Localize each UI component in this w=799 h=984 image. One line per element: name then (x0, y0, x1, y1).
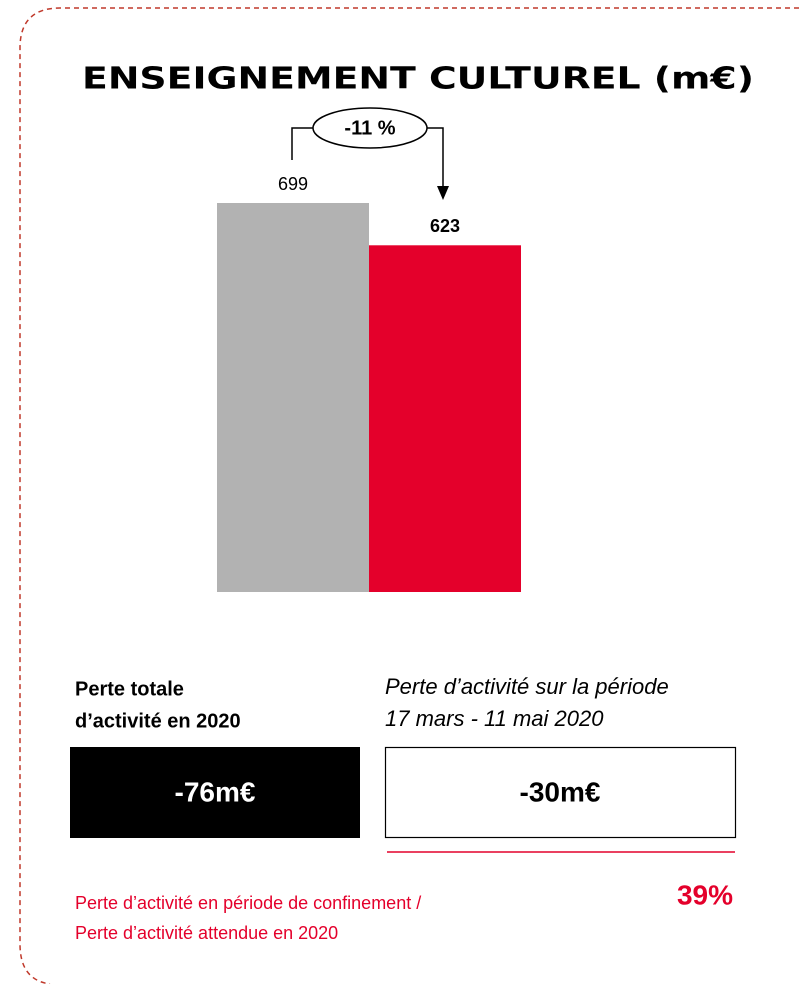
bar (217, 203, 369, 592)
total-value: -76m€ (175, 776, 256, 807)
plot: 699 623 (217, 174, 521, 592)
period-label: Perte d’activité sur la période (385, 674, 669, 699)
period-value: -30m€ (520, 776, 601, 807)
ratio-label: Perte d’activité en période de confineme… (75, 893, 421, 913)
ratio-label: Perte d’activité attendue en 2020 (75, 923, 338, 943)
period-label: 17 mars - 11 mai 2020 (385, 706, 604, 731)
change-label: -11 % (344, 117, 395, 139)
total-label: d’activité en 2020 (75, 710, 241, 732)
bracket-left (291, 127, 313, 160)
value-label: 623 (430, 216, 460, 236)
total-label: Perte totale (75, 678, 184, 700)
ratio-value: 39% (677, 879, 733, 910)
dashed-frame (19, 7, 799, 984)
change-ellipse (312, 107, 428, 149)
bar (369, 245, 521, 592)
total-box (70, 747, 360, 838)
value-label: 699 (278, 174, 308, 194)
period-box (384, 746, 737, 839)
bracket-right (427, 127, 444, 188)
arrow-head (437, 186, 449, 200)
chart-title: ENSEIGNEMENT CULTUREL (m€) (82, 62, 754, 97)
